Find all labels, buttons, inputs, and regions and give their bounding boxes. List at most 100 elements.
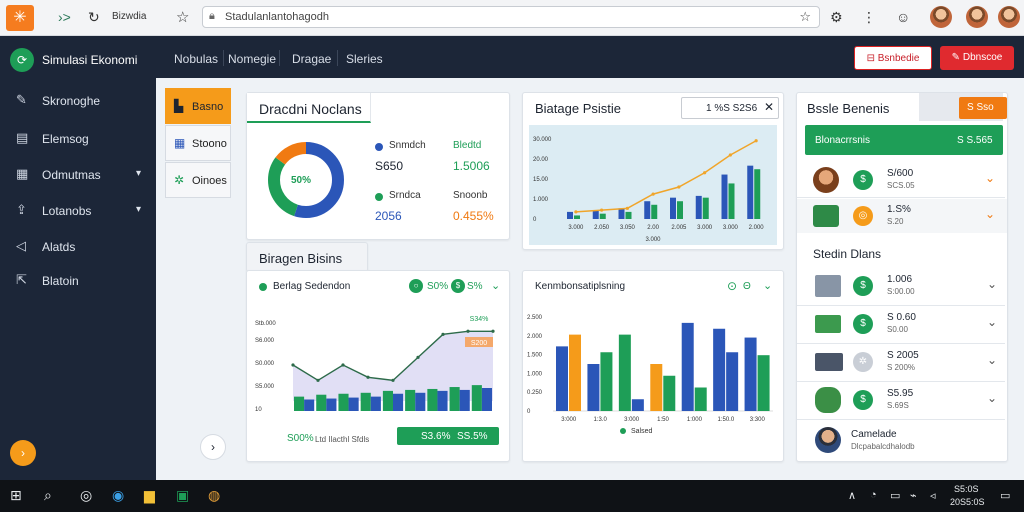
battery-icon[interactable]: ▭ xyxy=(890,490,901,502)
chevron-down-icon[interactable]: ▾ xyxy=(136,168,142,179)
banner-value: S S.565 xyxy=(957,135,993,146)
brand-title: Simulasi Ekonomi xyxy=(42,53,138,67)
row-sub: S0.00 xyxy=(887,325,908,334)
stat-label: Snoonb xyxy=(453,190,488,201)
sidebar-item[interactable]: ▦ Odmutmas ▾ xyxy=(0,160,156,190)
chevron-up-icon[interactable]: ∧ xyxy=(848,490,857,502)
close-icon[interactable]: ✕ xyxy=(764,100,775,114)
x-tick-label: 3.000 xyxy=(568,225,584,231)
list-item[interactable]: ✲ S 2005 S 200% ⌄ xyxy=(797,345,1007,379)
settings-icon[interactable]: ⋮ xyxy=(862,9,876,25)
list-item[interactable]: $ S/600 SCS.05 ⌄ xyxy=(797,163,1007,197)
panel-tag[interactable]: S Sso xyxy=(959,97,1007,119)
left-tab-basno[interactable]: ▙ Basno xyxy=(165,88,231,124)
toggle-label[interactable]: S% xyxy=(467,281,483,292)
period-select[interactable]: 1 %S S2S6 ✕ xyxy=(681,97,779,119)
chevron-down-icon[interactable]: ⌄ xyxy=(491,280,501,292)
chevron-down-icon[interactable]: ⌄ xyxy=(987,391,998,405)
tab-title[interactable]: Bizwdia xyxy=(112,11,147,22)
foot-button[interactable]: S3.6% SS.5% xyxy=(397,427,499,445)
chevron-down-icon[interactable]: ⌄ xyxy=(987,277,998,291)
x-tick-label: 2.000 xyxy=(749,225,765,231)
tab-dragae[interactable]: Dragae xyxy=(292,52,332,66)
outline-button[interactable]: ⊟ Bsnbedie xyxy=(854,46,932,70)
chrome-icon[interactable]: ◍ xyxy=(208,487,221,503)
scroll-next-button[interactable]: › xyxy=(200,434,226,460)
chevron-down-icon[interactable]: ⌄ xyxy=(985,171,996,185)
sidebar-item[interactable]: ⇪ Lotanobs ▾ xyxy=(0,196,156,226)
wifi-icon[interactable]: ⌁ xyxy=(910,490,917,502)
row-sub: S 200% xyxy=(887,363,916,372)
extensions-icon[interactable]: ⚙ xyxy=(830,9,843,25)
avatar[interactable] xyxy=(998,6,1020,28)
clock-date[interactable]: 20S5:0S xyxy=(950,497,985,507)
task-view-icon[interactable]: ◎ xyxy=(80,487,93,503)
store-icon[interactable]: ▣ xyxy=(176,487,190,503)
search-icon[interactable]: ⌕ xyxy=(44,487,52,503)
bookmark-icon[interactable]: ☆ xyxy=(799,9,811,24)
trend-point xyxy=(754,139,758,143)
tab-sleries[interactable]: Sleries xyxy=(346,52,383,66)
chevron-down-icon[interactable]: ⌄ xyxy=(987,315,998,329)
star-icon[interactable]: ☆ xyxy=(176,9,190,26)
clock-time[interactable]: S5:0S xyxy=(954,484,979,494)
tab-nobulas[interactable]: Nobulas xyxy=(174,52,219,66)
section-title: Stedin Dlans xyxy=(813,247,882,261)
avatar[interactable] xyxy=(966,6,988,28)
volume-icon[interactable]: ◃ xyxy=(930,490,936,502)
reload-icon[interactable]: ↻ xyxy=(88,9,100,25)
toggle-icon[interactable]: $ xyxy=(451,279,465,293)
windows-icon[interactable]: ⊞ xyxy=(10,487,22,503)
divider xyxy=(337,50,338,66)
left-tab-oinoes[interactable]: ✲ Oinoes xyxy=(165,162,231,198)
tab-nomegie[interactable]: Nomegie xyxy=(228,52,277,66)
avatar xyxy=(815,427,841,453)
filter-label[interactable]: Θ xyxy=(743,281,751,292)
row-sub: S:00.00 xyxy=(887,287,915,296)
card-title: Kenmbonsatiplsning xyxy=(535,281,626,292)
chevron-down-icon[interactable]: ⌄ xyxy=(985,207,996,221)
left-tab-stoono[interactable]: ▦ Stoono xyxy=(165,125,231,161)
area-point xyxy=(441,332,445,336)
list-item[interactable]: $ S 0.60 S0.00 ⌄ xyxy=(797,307,1007,341)
profile-icon[interactable]: ☺ xyxy=(896,9,911,25)
folder-icon[interactable]: ▆ xyxy=(144,487,155,503)
area-point xyxy=(341,363,345,367)
forward-icon[interactable]: ›> xyxy=(58,9,71,25)
list-item[interactable]: $ S5.95 S.69S ⌄ xyxy=(797,383,1007,417)
url-text[interactable]: Stadulanlantohagodh xyxy=(225,11,329,23)
card-title: Biatage Psistie xyxy=(535,101,621,116)
list-item[interactable]: $ 1.006 S:00.00 ⌄ xyxy=(797,269,1007,303)
help-fab-button[interactable]: › xyxy=(10,440,36,466)
main-content: ▙ Basno ▦ Stoono ✲ Oinoes › Dracdni Nocl… xyxy=(156,78,1024,480)
donut-chart xyxy=(268,142,344,218)
network-icon[interactable]: ◔ xyxy=(870,489,877,501)
toggle-label[interactable]: S0% xyxy=(427,281,449,292)
chevron-down-icon[interactable]: ⌄ xyxy=(987,353,998,367)
sidebar-item[interactable]: ◁ Alatds xyxy=(0,232,156,262)
orange-logo-icon[interactable]: ✳ xyxy=(6,5,34,31)
bar xyxy=(405,389,416,411)
bar xyxy=(757,355,770,411)
address-bar[interactable]: 🔒︎ Stadulanlantohagodh ☆ xyxy=(202,6,820,28)
chevron-down-icon[interactable]: ⌄ xyxy=(763,280,773,292)
toggle-icon[interactable]: ○ xyxy=(409,279,423,293)
upload-icon: ⇪ xyxy=(16,202,27,217)
browser-toolbar: ✳ ›> ↻ Bizwdia ☆ 🔒︎ Stadulanlantohagodh … xyxy=(0,0,1024,36)
settings-icon[interactable]: ⊙ xyxy=(727,279,738,293)
list-item[interactable]: ◎ 1.S% S.20 ⌄ xyxy=(797,199,1007,233)
edit-icon: ✎ xyxy=(16,92,27,107)
notifications-icon[interactable]: ▭ xyxy=(1000,490,1011,502)
highlight-banner[interactable]: Blonacrrsnis S S.565 xyxy=(805,125,1003,155)
sidebar-item[interactable]: ✎ Skronoghe xyxy=(0,86,156,116)
brand[interactable]: ⟳ Simulasi Ekonomi xyxy=(10,48,150,72)
select-value: 1 %S S2S6 xyxy=(706,103,758,114)
edge-icon[interactable]: ◉ xyxy=(112,487,125,503)
sidebar-item[interactable]: ▤ Elemsog xyxy=(0,124,156,154)
primary-button[interactable]: ✎ Dbnscoe xyxy=(940,46,1014,70)
chevron-down-icon[interactable]: ▾ xyxy=(136,204,142,215)
avatar[interactable] xyxy=(930,6,952,28)
sidebar-item[interactable]: ⇱ Blatoin xyxy=(0,266,156,296)
bar xyxy=(382,390,393,411)
user-profile[interactable]: Camelade Dlcpabalcdhalodb xyxy=(797,423,1007,457)
